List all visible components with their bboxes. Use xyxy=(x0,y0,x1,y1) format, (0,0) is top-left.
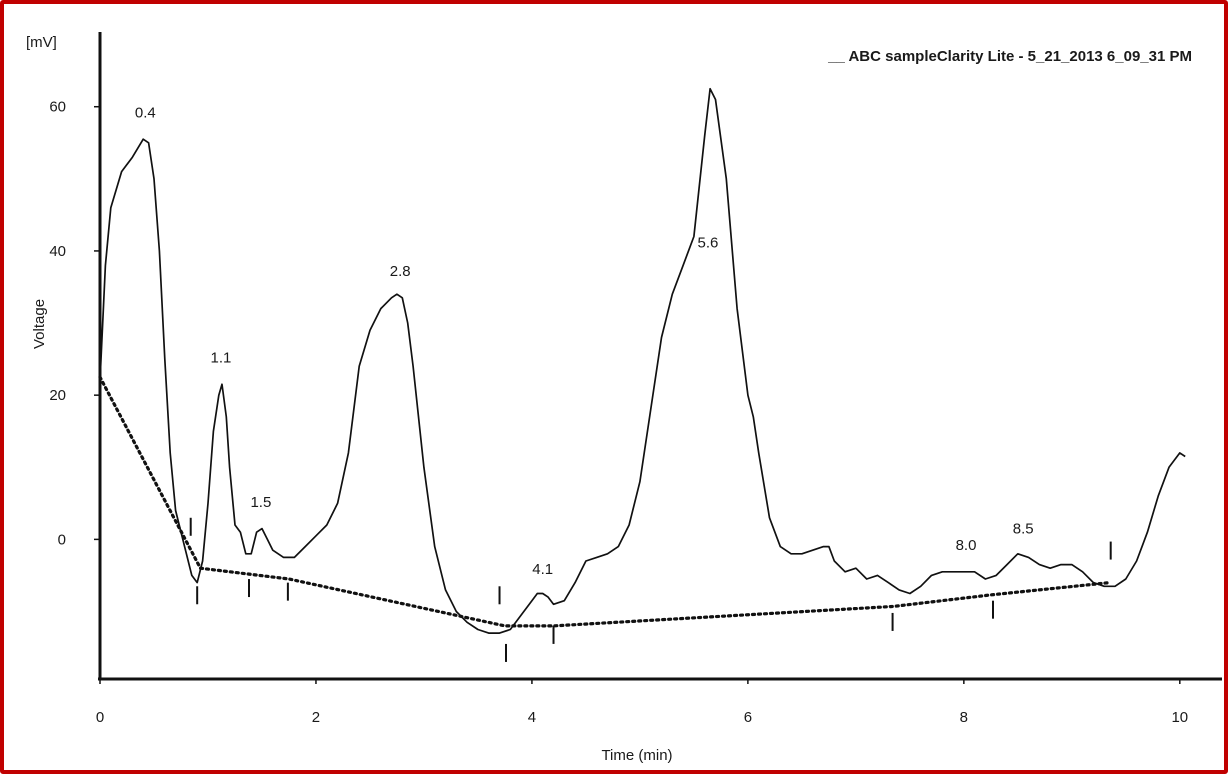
legend-entry: __ ABC sampleClarity Lite - 5_21_2013 6_… xyxy=(827,48,1192,65)
baseline-layer xyxy=(98,375,1112,628)
peak-labels: 0.4 1.1 1.5 2.8 4.1 5.6 8.0 8.5 xyxy=(135,105,1034,578)
peak-label-0: 0.4 xyxy=(135,105,156,122)
x-tick-label-0: 0 xyxy=(96,709,104,726)
x-tick-label-5: 10 xyxy=(1171,709,1188,726)
x-tick-label-1: 2 xyxy=(312,709,320,726)
integration-markers xyxy=(189,517,1112,662)
peak-label-1: 1.1 xyxy=(211,350,232,367)
y-tick-label-1: 20 xyxy=(49,387,66,404)
y-unit-label: [mV] xyxy=(26,34,57,51)
x-tick-label-2: 4 xyxy=(528,709,536,726)
axis-ticks: 0 2 4 6 8 10 0 20 40 60 xyxy=(49,99,1188,726)
x-axis-title: Time (min) xyxy=(601,747,672,764)
y-axis-title: Voltage xyxy=(31,299,48,349)
y-tick-label-2: 40 xyxy=(49,243,66,260)
signal-layer xyxy=(99,87,1186,634)
peak-label-2: 1.5 xyxy=(250,494,271,511)
x-tick-label-3: 6 xyxy=(744,709,752,726)
peak-label-4: 4.1 xyxy=(532,561,553,578)
peak-label-6: 8.0 xyxy=(956,537,977,554)
x-tick-label-4: 8 xyxy=(960,709,968,726)
peak-label-5: 5.6 xyxy=(698,234,719,251)
peak-label-3: 2.8 xyxy=(390,263,411,280)
y-tick-label-3: 60 xyxy=(49,99,66,116)
peak-label-7: 8.5 xyxy=(1013,521,1034,538)
baseline-line xyxy=(98,375,1112,628)
signal-line xyxy=(99,87,1186,634)
y-tick-label-0: 0 xyxy=(58,531,66,548)
